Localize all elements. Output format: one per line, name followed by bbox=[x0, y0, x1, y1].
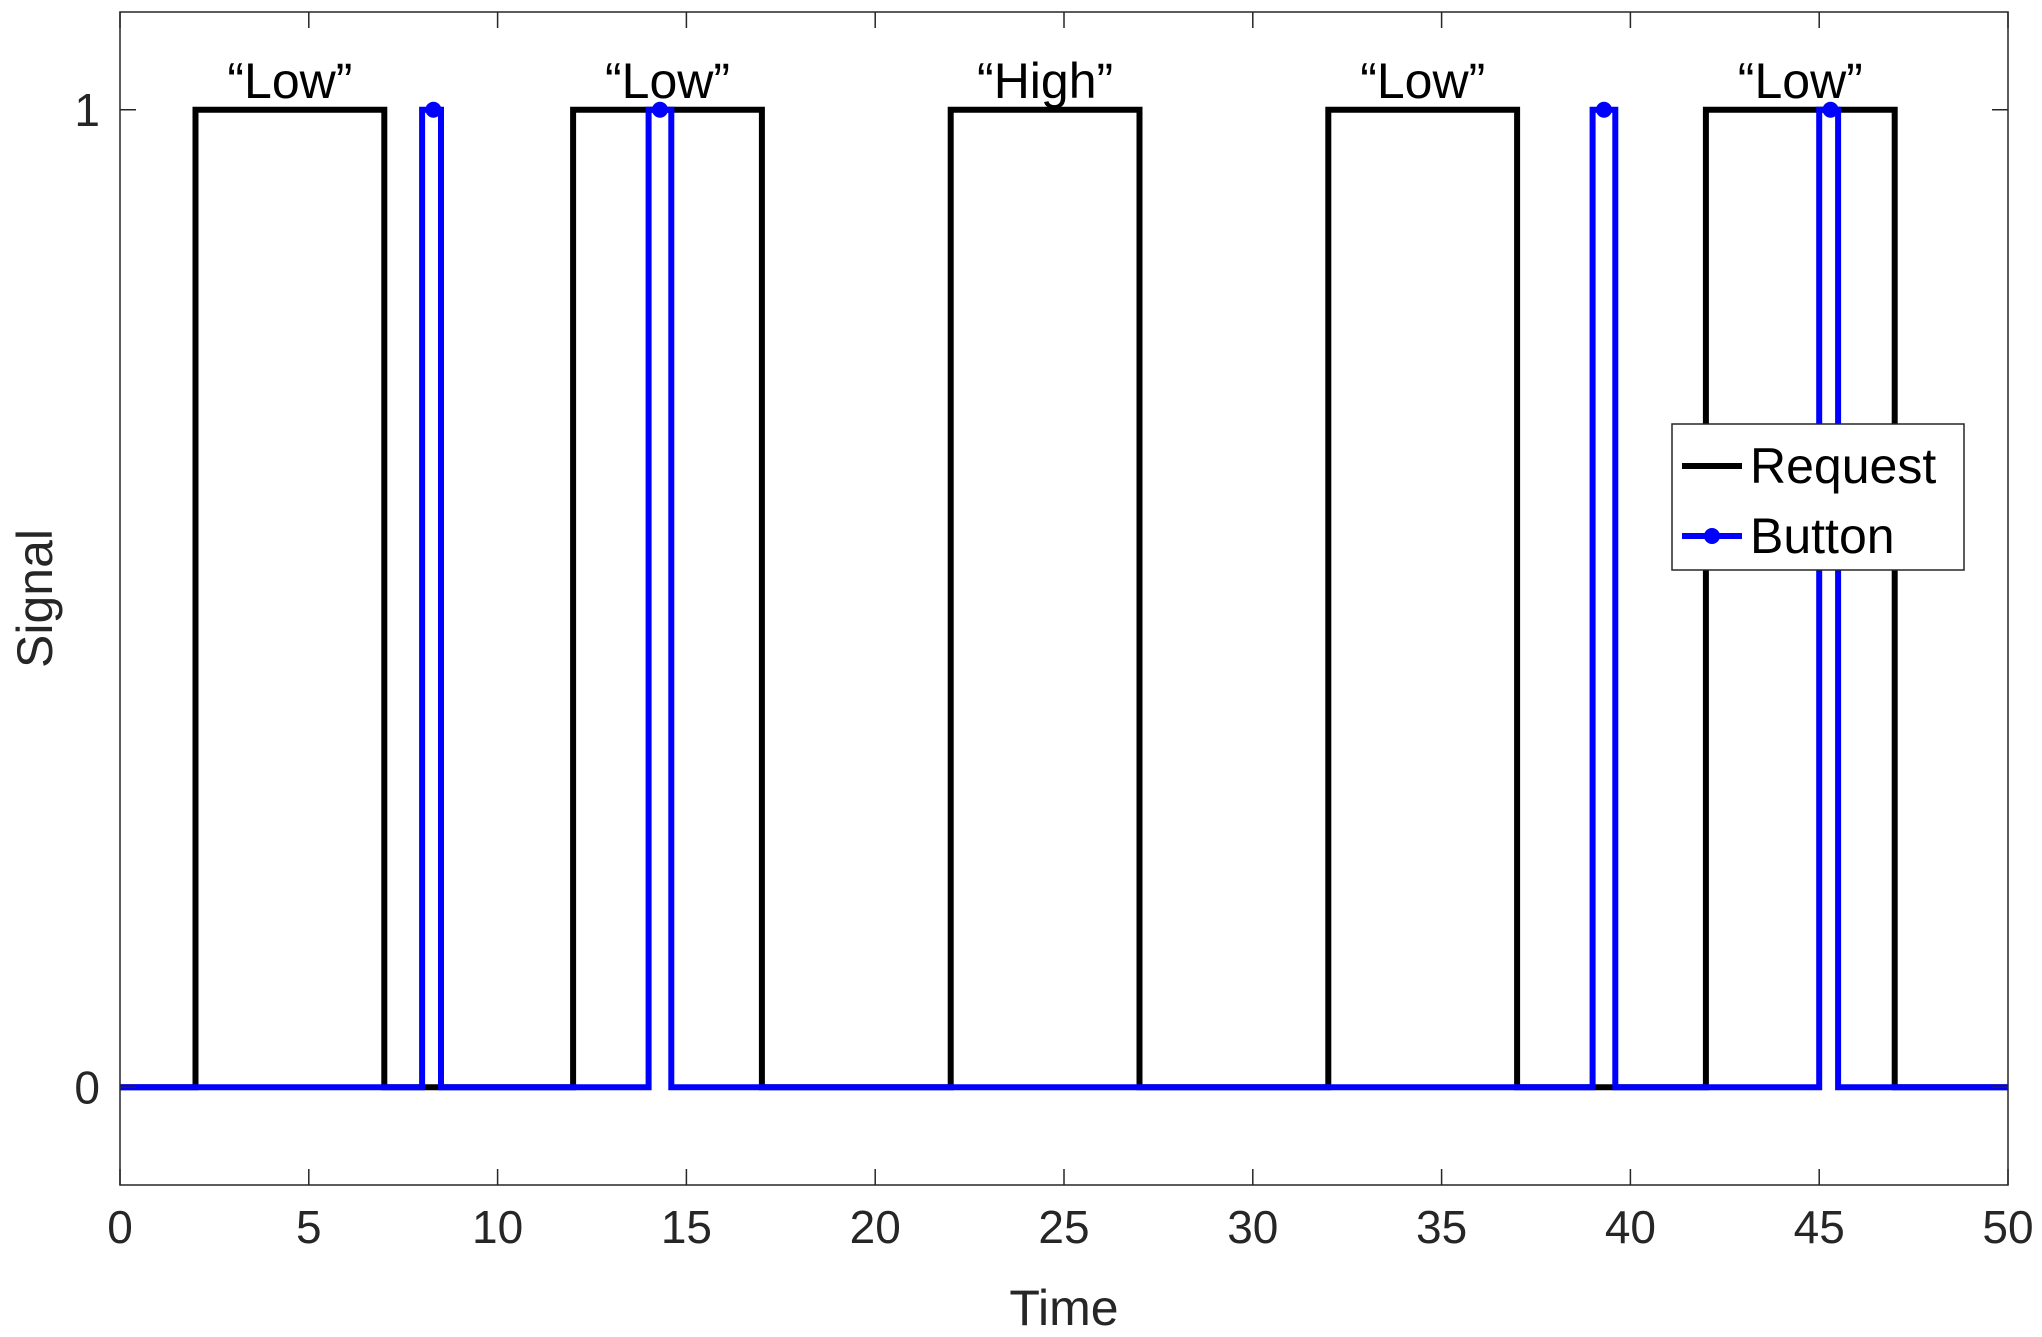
legend-label-request: Request bbox=[1750, 438, 1936, 494]
series-layer bbox=[120, 101, 2008, 1091]
annotation-label-0: “Low” bbox=[227, 53, 352, 109]
series-line-request bbox=[120, 106, 2008, 1091]
x-tick-label-2: 10 bbox=[472, 1201, 523, 1253]
annotation-label-4: “Low” bbox=[1738, 53, 1863, 109]
series-marker-button-3 bbox=[1822, 101, 1839, 118]
series-marker-button-0 bbox=[425, 101, 442, 118]
x-tick-label-4: 20 bbox=[850, 1201, 901, 1253]
x-tick-label-7: 35 bbox=[1416, 1201, 1467, 1253]
annotation-label-2: “High” bbox=[977, 53, 1113, 109]
series-marker-button-2 bbox=[1595, 101, 1612, 118]
y-tick-label-1: 1 bbox=[74, 84, 100, 136]
x-axis-title: Time bbox=[1009, 1280, 1118, 1336]
plot-background bbox=[120, 12, 2008, 1185]
x-tick-label-10: 50 bbox=[1982, 1201, 2033, 1253]
legend: Request Button bbox=[1671, 423, 1965, 571]
x-tick-label-1: 5 bbox=[296, 1201, 322, 1253]
annotation-label-1: “Low” bbox=[605, 53, 730, 109]
series-marker-button-1 bbox=[651, 101, 668, 118]
annotation-label-3: “Low” bbox=[1360, 53, 1485, 109]
x-tick-label-5: 25 bbox=[1038, 1201, 1089, 1253]
y-axis-title: Signal bbox=[7, 529, 63, 668]
x-tick-label-3: 15 bbox=[661, 1201, 712, 1253]
plot-area bbox=[120, 12, 2008, 1185]
x-tick-label-8: 40 bbox=[1605, 1201, 1656, 1253]
legend-label-button: Button bbox=[1750, 508, 1895, 564]
axes-layer: 0 5 10 15 20 25 30 35 40 45 50 0 1 bbox=[74, 11, 2034, 1253]
annotation-layer: “Low” “Low” “High” “Low” “Low” bbox=[227, 53, 1862, 109]
legend-box bbox=[1671, 423, 1965, 571]
legend-marker-button bbox=[1704, 528, 1720, 544]
x-tick-label-0: 0 bbox=[107, 1201, 133, 1253]
x-tick-label-6: 30 bbox=[1227, 1201, 1278, 1253]
y-tick-label-0: 0 bbox=[74, 1061, 100, 1113]
x-tick-label-9: 45 bbox=[1794, 1201, 1845, 1253]
